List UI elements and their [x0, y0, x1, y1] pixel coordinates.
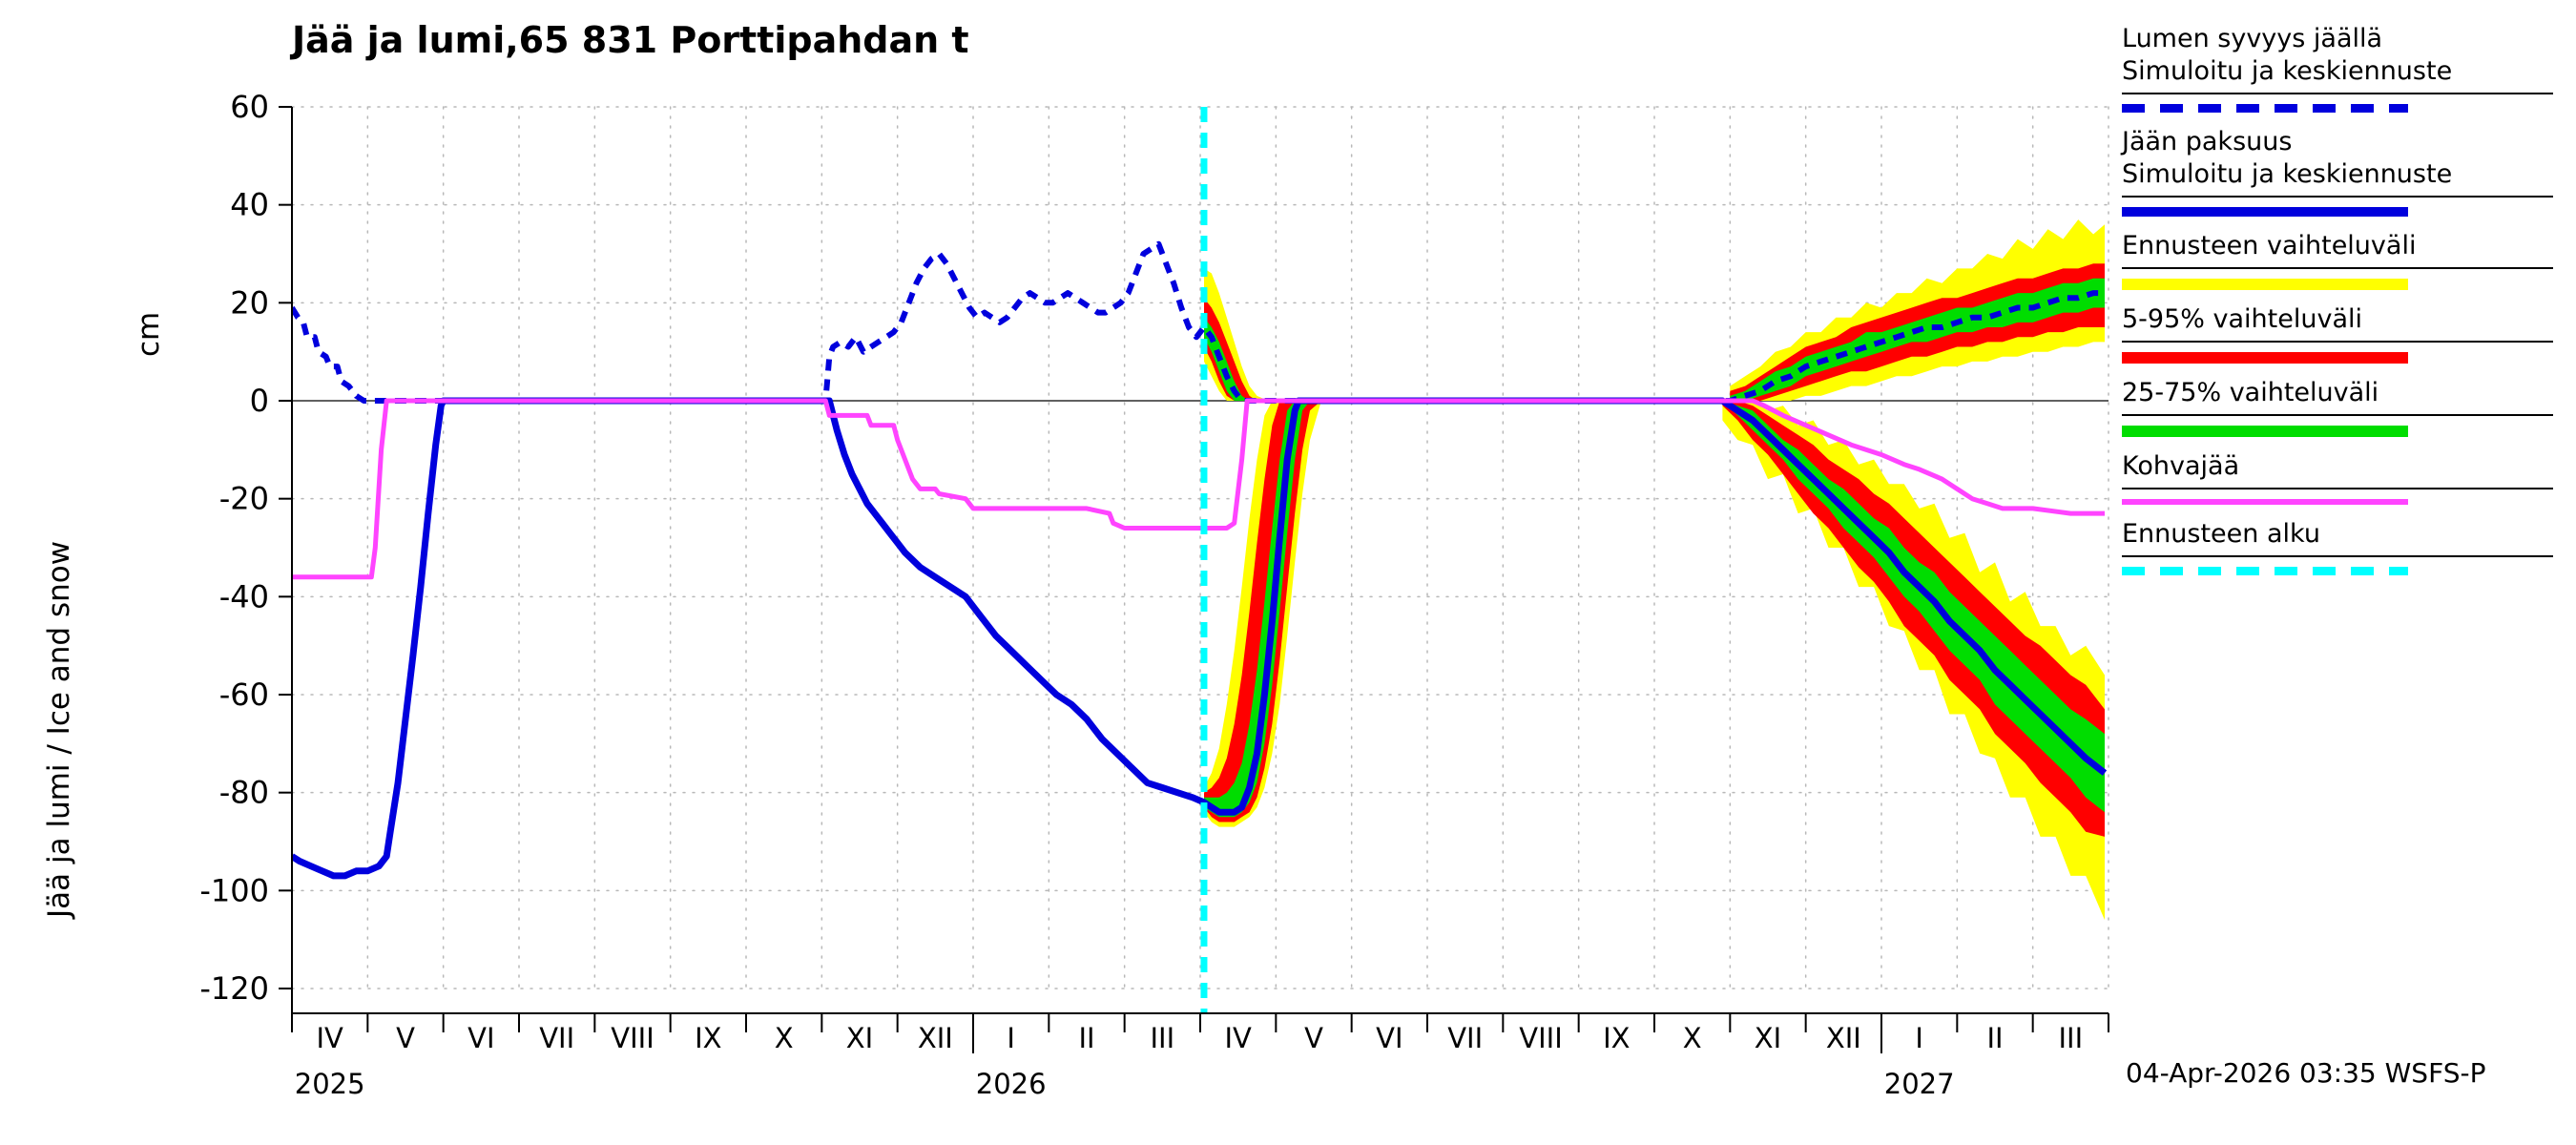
x-tick-label-month: IX: [695, 1022, 721, 1054]
x-tick-label-month: V: [1304, 1022, 1323, 1054]
legend-label: Ennusteen vaihteluväli: [2122, 231, 2417, 260]
x-tick-label-month: VI: [467, 1022, 494, 1054]
x-tick-label-month: VII: [539, 1022, 574, 1054]
band-red-ice-melt-spring-2026: [1204, 401, 1321, 822]
x-tick-label-month: XII: [918, 1022, 953, 1054]
y-tick-label: 20: [230, 284, 269, 321]
legend-label: Lumen syvyys jäällä: [2122, 24, 2383, 53]
x-tick-label-month: III: [1150, 1022, 1174, 1054]
series-kohvajaa_slush_ice: [292, 398, 2105, 580]
legend-swatch-ice-thickness: [2122, 207, 2408, 217]
x-tick-label-year: 2025: [295, 1068, 365, 1100]
x-tick-label-month: VIII: [611, 1022, 654, 1054]
y-axis-unit: cm: [132, 311, 166, 357]
series-lines: [292, 240, 2108, 880]
x-tick-label-month: II: [1986, 1022, 2003, 1054]
y-axis-label: Jää ja lumi / Ice and snow: [42, 540, 76, 918]
legend-item-forecast-start: Ennusteen alku: [2122, 518, 2553, 575]
series-ice_thickness_simulated_and_mean_forecast: [292, 397, 2108, 880]
legend-divider: [2122, 555, 2553, 557]
x-tick-label-month: XI: [1755, 1022, 1781, 1054]
legend-label: 25-75% vaihteluväli: [2122, 378, 2379, 407]
x-tick-label-month: X: [775, 1022, 794, 1054]
band-green-snow-melt-spring-2026: [1204, 317, 1269, 401]
x-tick-label-month: I: [1007, 1022, 1015, 1054]
legend-swatch-forecast-range: [2122, 279, 2408, 290]
x-tick-label-month: VI: [1376, 1022, 1402, 1054]
band-red-snow-melt-spring-2026: [1204, 298, 1269, 401]
x-tick-label-month: IV: [1224, 1022, 1252, 1054]
y-tick-label: -100: [199, 872, 269, 908]
x-tick-label-month: X: [1683, 1022, 1702, 1054]
band-green-ice-winter-2026-2027: [1722, 401, 2105, 813]
y-tick-label: 0: [250, 383, 269, 419]
y-tick-label: -20: [219, 481, 269, 517]
legend-divider: [2122, 93, 2553, 94]
legend: Lumen syvyys jäällä Simuloitu ja keskienn…: [2122, 23, 2553, 589]
legend-label: Ennusteen alku: [2122, 519, 2320, 549]
y-tick-label: 40: [230, 187, 269, 223]
legend-label: 5-95% vaihteluväli: [2122, 304, 2362, 334]
chart-title: Jää ja lumi,65 831 Porttipahdan t: [292, 19, 969, 61]
forecast-bands: [1204, 219, 2105, 921]
legend-item-snow-depth: Lumen syvyys jäällä Simuloitu ja keskienn…: [2122, 23, 2553, 113]
gridlines: [291, 106, 2109, 989]
x-tick-label-year: 2026: [976, 1068, 1047, 1100]
legend-divider: [2122, 267, 2553, 269]
y-tick-label: 60: [230, 89, 269, 125]
x-tick-label-year: 2027: [1884, 1068, 1955, 1100]
x-tick-label-month: V: [396, 1022, 415, 1054]
legend-item-range-25-75: 25-75% vaihteluväli: [2122, 377, 2553, 437]
x-tick-label-month: IV: [316, 1022, 343, 1054]
legend-item-forecast-range: Ennusteen vaihteluväli: [2122, 230, 2553, 290]
x-tick-label-month: XII: [1826, 1022, 1861, 1054]
legend-swatch-forecast-start: [2122, 567, 2408, 575]
legend-label: Jään paksuus: [2122, 127, 2293, 156]
x-tick-label-month: VII: [1447, 1022, 1483, 1054]
legend-swatch-range-25-75: [2122, 426, 2408, 437]
x-tick-label-month: II: [1078, 1022, 1094, 1054]
x-tick-label-month: XI: [846, 1022, 873, 1054]
legend-label: Simuloitu ja keskiennuste: [2122, 159, 2453, 189]
x-tick-label-month: IX: [1603, 1022, 1630, 1054]
legend-item-kohvajaa: Kohvajää: [2122, 450, 2553, 505]
legend-divider: [2122, 341, 2553, 343]
timestamp: 04-Apr-2026 03:35 WSFS-P: [2126, 1057, 2486, 1089]
legend-divider: [2122, 196, 2553, 198]
legend-label: Simuloitu ja keskiennuste: [2122, 56, 2453, 86]
legend-divider: [2122, 488, 2553, 489]
y-tick-label: -60: [219, 677, 269, 713]
x-tick-label-month: I: [1915, 1022, 1923, 1054]
legend-label: Kohvajää: [2122, 451, 2240, 481]
legend-item-range-5-95: 5-95% vaihteluväli: [2122, 303, 2553, 364]
band-yellow-ice-winter-2026-2027: [1722, 401, 2105, 921]
legend-swatch-range-5-95: [2122, 352, 2408, 364]
y-tick-label: -40: [219, 578, 269, 614]
legend-divider: [2122, 414, 2553, 416]
x-tick-label-month: III: [2058, 1022, 2083, 1054]
legend-item-ice-thickness: Jään paksuus Simuloitu ja keskiennuste: [2122, 126, 2553, 217]
legend-swatch-kohvajaa: [2122, 499, 2408, 505]
band-red-ice-winter-2026-2027: [1722, 401, 2105, 837]
y-tick-label: -80: [219, 775, 269, 811]
y-tick-label: -120: [199, 970, 269, 1007]
x-tick-label-month: VIII: [1519, 1022, 1563, 1054]
legend-swatch-snow-depth: [2122, 104, 2408, 113]
